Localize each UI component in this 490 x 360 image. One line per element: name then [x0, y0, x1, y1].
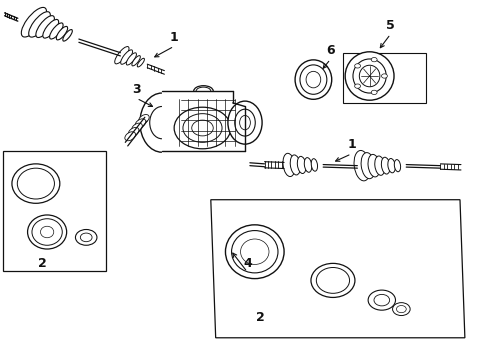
- Circle shape: [371, 58, 377, 62]
- Ellipse shape: [317, 267, 349, 293]
- Ellipse shape: [304, 158, 312, 172]
- Circle shape: [75, 229, 97, 245]
- Circle shape: [396, 306, 406, 313]
- Ellipse shape: [297, 156, 306, 174]
- Text: 6: 6: [326, 44, 335, 57]
- Circle shape: [371, 90, 377, 95]
- Ellipse shape: [46, 230, 49, 233]
- Circle shape: [174, 107, 231, 149]
- Ellipse shape: [306, 71, 321, 88]
- Ellipse shape: [42, 228, 52, 236]
- Text: 5: 5: [386, 19, 395, 32]
- Ellipse shape: [32, 219, 62, 245]
- Text: 2: 2: [38, 257, 47, 270]
- Ellipse shape: [359, 65, 380, 87]
- Ellipse shape: [388, 158, 395, 173]
- Ellipse shape: [125, 132, 136, 141]
- Ellipse shape: [56, 26, 68, 40]
- Ellipse shape: [44, 229, 50, 235]
- Ellipse shape: [368, 154, 380, 177]
- Ellipse shape: [283, 153, 295, 176]
- Text: 1: 1: [170, 31, 178, 44]
- Ellipse shape: [300, 65, 327, 94]
- Ellipse shape: [235, 109, 255, 136]
- Ellipse shape: [241, 239, 269, 265]
- Ellipse shape: [375, 156, 385, 175]
- Circle shape: [355, 64, 361, 68]
- Ellipse shape: [295, 60, 332, 99]
- Circle shape: [80, 233, 92, 242]
- Ellipse shape: [115, 46, 129, 64]
- Ellipse shape: [12, 164, 60, 203]
- Ellipse shape: [345, 52, 394, 100]
- Ellipse shape: [311, 264, 355, 297]
- Circle shape: [183, 114, 222, 142]
- Ellipse shape: [244, 242, 266, 262]
- Ellipse shape: [225, 225, 284, 279]
- Polygon shape: [3, 151, 106, 271]
- Ellipse shape: [290, 155, 300, 175]
- Ellipse shape: [29, 12, 50, 37]
- Ellipse shape: [311, 159, 318, 171]
- Ellipse shape: [240, 116, 250, 130]
- Circle shape: [368, 290, 395, 310]
- Ellipse shape: [126, 53, 136, 65]
- Ellipse shape: [249, 247, 261, 257]
- Circle shape: [382, 74, 388, 78]
- Ellipse shape: [354, 150, 370, 181]
- Polygon shape: [211, 200, 465, 338]
- Ellipse shape: [41, 226, 54, 238]
- Ellipse shape: [252, 249, 258, 255]
- Ellipse shape: [132, 56, 140, 66]
- Ellipse shape: [137, 58, 145, 67]
- Text: 1: 1: [347, 138, 356, 151]
- Ellipse shape: [232, 230, 278, 273]
- Text: 2: 2: [256, 311, 265, 324]
- Ellipse shape: [36, 15, 54, 37]
- Ellipse shape: [128, 127, 139, 136]
- Ellipse shape: [246, 244, 264, 260]
- Ellipse shape: [132, 123, 142, 132]
- Ellipse shape: [63, 30, 73, 41]
- Ellipse shape: [27, 215, 67, 249]
- Polygon shape: [343, 53, 426, 103]
- Circle shape: [192, 120, 213, 136]
- Circle shape: [374, 294, 390, 306]
- Ellipse shape: [361, 153, 375, 179]
- Ellipse shape: [228, 101, 262, 144]
- Ellipse shape: [43, 19, 59, 38]
- Ellipse shape: [49, 23, 63, 39]
- Ellipse shape: [394, 159, 401, 172]
- Ellipse shape: [17, 168, 54, 199]
- Text: 4: 4: [243, 257, 252, 270]
- Ellipse shape: [121, 50, 133, 64]
- Ellipse shape: [381, 157, 390, 174]
- Ellipse shape: [353, 59, 386, 93]
- Circle shape: [392, 303, 410, 316]
- Ellipse shape: [22, 8, 47, 37]
- Ellipse shape: [135, 119, 146, 128]
- Circle shape: [355, 84, 361, 88]
- Ellipse shape: [139, 114, 149, 123]
- Text: 3: 3: [132, 83, 141, 96]
